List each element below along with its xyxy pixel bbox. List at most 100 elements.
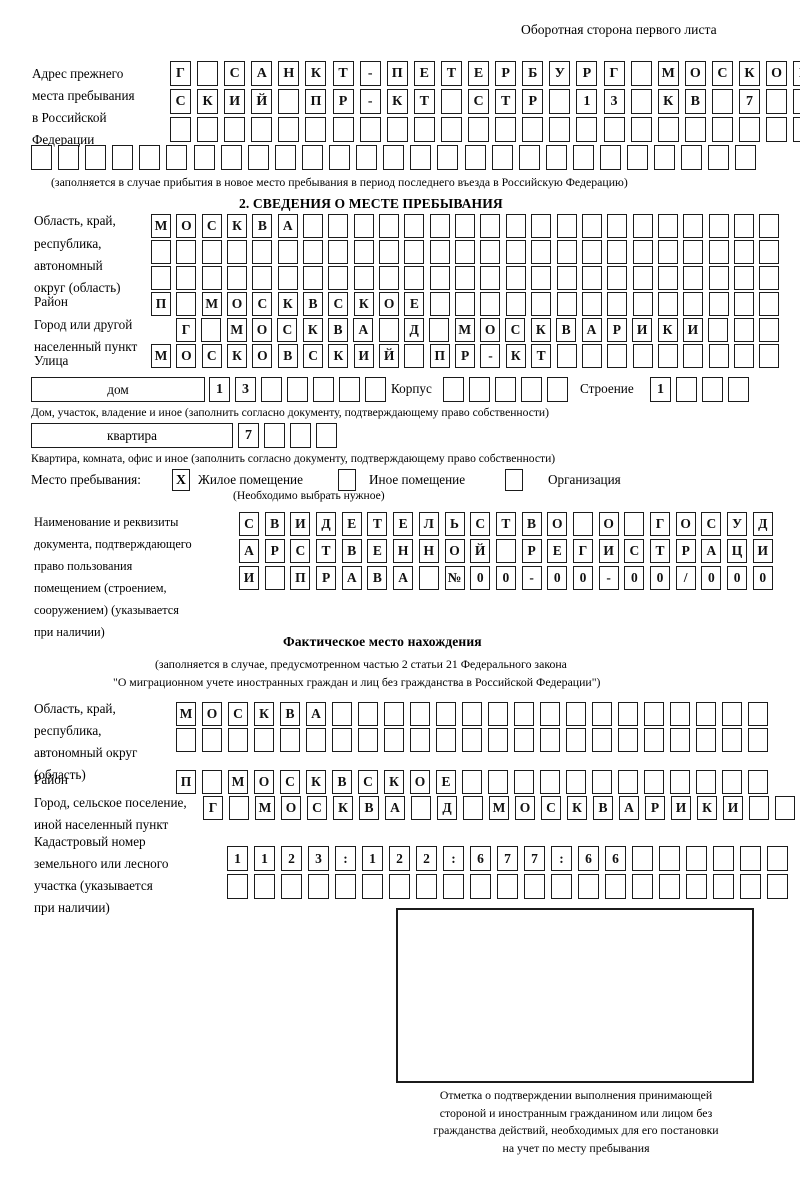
- stay-type-checkbox-organization[interactable]: [505, 469, 523, 491]
- char-cell[interactable]: [379, 214, 400, 238]
- char-cell[interactable]: [436, 728, 456, 752]
- char-cell[interactable]: Т: [332, 61, 354, 86]
- char-cell[interactable]: [416, 874, 437, 899]
- char-cell[interactable]: С: [290, 539, 311, 563]
- char-cell[interactable]: [514, 770, 534, 794]
- char-cell[interactable]: [359, 117, 381, 142]
- char-cell[interactable]: [632, 292, 653, 316]
- char-cell[interactable]: [644, 728, 664, 752]
- char-cell[interactable]: И: [671, 796, 691, 820]
- char-cell[interactable]: [748, 770, 768, 794]
- char-cell[interactable]: К: [333, 796, 353, 820]
- char-cell[interactable]: [521, 377, 542, 402]
- char-cell[interactable]: Ц: [727, 539, 748, 563]
- char-cell[interactable]: -: [480, 344, 501, 368]
- char-cell[interactable]: :: [551, 846, 572, 871]
- char-cell[interactable]: [659, 846, 680, 871]
- char-cell[interactable]: С: [624, 539, 645, 563]
- char-cell[interactable]: И: [353, 344, 374, 368]
- char-cell[interactable]: [607, 344, 628, 368]
- char-cell[interactable]: С: [303, 344, 324, 368]
- char-cell[interactable]: [58, 145, 80, 170]
- char-cell[interactable]: [176, 292, 197, 316]
- char-cell[interactable]: С: [505, 318, 526, 342]
- stay-type-checkbox-residential[interactable]: X: [172, 469, 190, 491]
- char-cell[interactable]: Р: [675, 539, 696, 563]
- char-cell[interactable]: О: [176, 214, 197, 238]
- char-cell[interactable]: [549, 89, 571, 114]
- char-cell[interactable]: [630, 89, 652, 114]
- char-cell[interactable]: [556, 266, 577, 290]
- char-cell[interactable]: [540, 728, 560, 752]
- char-cell[interactable]: 7: [524, 846, 545, 871]
- char-cell[interactable]: А: [306, 702, 326, 726]
- char-cell[interactable]: Р: [316, 566, 337, 590]
- char-cell[interactable]: [303, 266, 324, 290]
- char-cell[interactable]: О: [252, 318, 273, 342]
- char-cell[interactable]: Р: [455, 344, 476, 368]
- char-cell[interactable]: [313, 377, 334, 402]
- char-cell[interactable]: [384, 728, 404, 752]
- char-cell[interactable]: №: [444, 566, 465, 590]
- char-cell[interactable]: С: [201, 214, 222, 238]
- char-cell[interactable]: В: [359, 796, 379, 820]
- char-cell[interactable]: Т: [440, 61, 462, 86]
- char-cell[interactable]: [301, 145, 323, 170]
- char-cell[interactable]: [353, 240, 374, 264]
- char-cell[interactable]: [404, 266, 425, 290]
- char-cell[interactable]: [384, 702, 404, 726]
- char-cell[interactable]: 3: [308, 846, 329, 871]
- char-cell[interactable]: М: [176, 702, 196, 726]
- char-cell[interactable]: [767, 846, 788, 871]
- char-cell[interactable]: К: [384, 770, 404, 794]
- char-cell[interactable]: [316, 423, 337, 448]
- char-cell[interactable]: М: [255, 796, 275, 820]
- char-cell[interactable]: О: [547, 512, 568, 536]
- char-cell[interactable]: 0: [752, 566, 773, 590]
- char-cell[interactable]: [683, 214, 704, 238]
- char-cell[interactable]: [657, 240, 678, 264]
- char-cell[interactable]: [556, 240, 577, 264]
- char-cell[interactable]: К: [738, 61, 760, 86]
- char-cell[interactable]: [379, 240, 400, 264]
- char-cell[interactable]: В: [264, 512, 285, 536]
- char-cell[interactable]: [531, 292, 552, 316]
- char-cell[interactable]: О: [515, 796, 535, 820]
- char-cell[interactable]: [254, 728, 274, 752]
- stroenie-digits[interactable]: 1: [650, 377, 754, 402]
- char-cell[interactable]: [740, 846, 761, 871]
- char-cell[interactable]: [514, 702, 534, 726]
- char-cell[interactable]: О: [379, 292, 400, 316]
- char-cell[interactable]: Т: [367, 512, 388, 536]
- char-cell[interactable]: А: [393, 566, 414, 590]
- char-cell[interactable]: [686, 846, 707, 871]
- char-cell[interactable]: Р: [332, 89, 354, 114]
- char-cell[interactable]: [644, 702, 664, 726]
- char-cell[interactable]: Г: [176, 318, 196, 342]
- char-cell[interactable]: [556, 214, 577, 238]
- char-cell[interactable]: И: [290, 512, 311, 536]
- char-cell[interactable]: А: [619, 796, 639, 820]
- char-cell[interactable]: -: [598, 566, 619, 590]
- char-cell[interactable]: И: [239, 566, 259, 590]
- char-cell[interactable]: 1: [227, 846, 248, 871]
- char-cell[interactable]: [740, 874, 761, 899]
- char-cell[interactable]: 7: [497, 846, 518, 871]
- char-cell[interactable]: [290, 423, 311, 448]
- char-cell[interactable]: [605, 874, 626, 899]
- char-cell[interactable]: [581, 344, 602, 368]
- char-cell[interactable]: Е: [367, 539, 388, 563]
- char-cell[interactable]: Д: [752, 512, 773, 536]
- char-cell[interactable]: [759, 266, 780, 290]
- char-cell[interactable]: Ь: [444, 512, 465, 536]
- char-cell[interactable]: К: [530, 318, 551, 342]
- char-cell[interactable]: 2: [389, 846, 410, 871]
- char-cell[interactable]: Е: [547, 539, 568, 563]
- char-cell[interactable]: [470, 874, 491, 899]
- char-cell[interactable]: [229, 796, 249, 820]
